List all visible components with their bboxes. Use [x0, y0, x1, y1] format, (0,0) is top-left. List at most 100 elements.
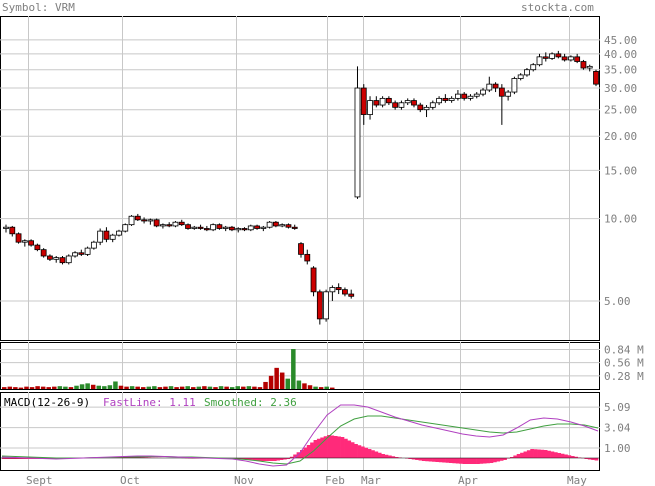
- candle-body: [580, 61, 587, 69]
- macd-histogram-bar: [442, 458, 446, 463]
- candle-body: [178, 221, 185, 226]
- candle-body: [511, 78, 518, 93]
- candle-body: [166, 224, 173, 227]
- candle-body: [329, 287, 336, 293]
- macd-histogram-bar: [543, 450, 548, 458]
- candle-body: [191, 226, 198, 229]
- macd-histogram-bar: [564, 454, 568, 458]
- x-tick-label: Mar: [361, 474, 381, 486]
- price-tick-label: 15.00: [604, 164, 637, 177]
- candle-body: [411, 100, 417, 106]
- macd-histogram-bar: [354, 444, 358, 458]
- candle-body: [247, 225, 254, 231]
- macd-histogram-bar: [560, 453, 565, 458]
- macd-histogram-bar: [245, 458, 250, 460]
- candle-body: [342, 289, 348, 295]
- candle-body: [134, 215, 141, 221]
- candle-body: [122, 224, 129, 232]
- macd-histogram-bar: [25, 458, 30, 459]
- candle-body: [9, 226, 16, 235]
- macd-histogram-bar: [344, 438, 348, 458]
- candle-body: [116, 230, 122, 236]
- volume-bar: [7, 386, 13, 389]
- macd-histogram-bar: [22, 458, 27, 459]
- volume-tick-label: 0.28 M: [604, 370, 644, 383]
- volume-bar: [229, 387, 235, 389]
- candle-body: [530, 64, 537, 71]
- macd-histogram-bar: [242, 458, 247, 460]
- volume-bar: [74, 385, 79, 389]
- price-tick-label: 25.00: [604, 104, 637, 117]
- macd-histogram-bar: [530, 449, 534, 458]
- candle-body: [203, 228, 210, 231]
- volume-bar: [174, 387, 179, 389]
- candle-body: [480, 89, 486, 95]
- volume-bar: [163, 386, 168, 389]
- candle-body: [385, 97, 392, 104]
- candle-body: [567, 56, 574, 61]
- smoothed-name: Smoothed: [204, 396, 257, 409]
- candle-body: [448, 97, 455, 101]
- candle-body: [316, 291, 323, 320]
- candle-body: [260, 226, 267, 229]
- volume-bar: [146, 386, 152, 389]
- candle-body: [109, 234, 116, 240]
- macd-histogram-bar: [350, 442, 355, 458]
- x-tick-label: May: [567, 474, 587, 486]
- candle-body: [279, 224, 286, 227]
- candle-body: [536, 56, 543, 66]
- candle-body: [298, 243, 304, 255]
- candle-body: [360, 87, 367, 115]
- candle-body: [373, 100, 380, 106]
- candle-body: [285, 224, 292, 228]
- macd-histogram-bar: [144, 457, 148, 458]
- macd-tick-label: 5.09: [604, 401, 631, 414]
- macd-histogram-bar: [323, 436, 328, 458]
- candle-body: [367, 100, 373, 115]
- price-tick-label: 45.00: [604, 34, 637, 47]
- candle-body: [323, 291, 330, 320]
- panel-border: [0, 392, 600, 471]
- price-tick-label: 20.00: [604, 130, 637, 143]
- candle-body: [398, 102, 405, 108]
- volume-bar: [102, 386, 107, 389]
- volume-bar: [79, 384, 85, 389]
- macd-histogram-bar: [526, 450, 531, 458]
- volume-bar: [246, 386, 252, 389]
- volume-bar: [152, 386, 157, 389]
- volume-bar: [35, 386, 40, 389]
- candle-body: [379, 97, 386, 106]
- candle-body: [505, 91, 512, 97]
- macd-histogram-bar: [432, 458, 436, 462]
- candle-body: [304, 253, 311, 262]
- macd-histogram-bar: [567, 455, 572, 458]
- macd-histogram-bar: [591, 458, 595, 460]
- candle-body: [517, 74, 524, 79]
- macd-histogram-bar: [255, 458, 260, 461]
- macd-histogram-bar: [134, 457, 138, 458]
- candle-body: [21, 240, 28, 243]
- candle-body: [348, 293, 355, 297]
- volume-bar: [57, 386, 63, 389]
- macd-histogram-bar: [337, 436, 341, 458]
- candle-body: [492, 83, 499, 89]
- x-tick-label: Nov: [234, 474, 254, 486]
- candle-body: [222, 226, 229, 229]
- macd-histogram-bar: [513, 455, 518, 458]
- macd-histogram-bar: [347, 440, 352, 458]
- candle-body: [392, 102, 399, 108]
- panel-border: [0, 16, 600, 341]
- macd-histogram-bar: [476, 458, 480, 464]
- macd-histogram-bar: [594, 458, 599, 461]
- macd-histogram-bar: [411, 458, 416, 460]
- macd-histogram-bar: [462, 458, 467, 464]
- candle-body: [141, 219, 147, 222]
- candle-body: [78, 252, 85, 255]
- volume-bar: [318, 387, 324, 389]
- volume-bar: [185, 386, 190, 389]
- macd-histogram-bar: [557, 453, 562, 458]
- volume-bar: [235, 386, 240, 389]
- candle-body: [147, 219, 154, 222]
- macd-histogram-bar: [570, 456, 575, 458]
